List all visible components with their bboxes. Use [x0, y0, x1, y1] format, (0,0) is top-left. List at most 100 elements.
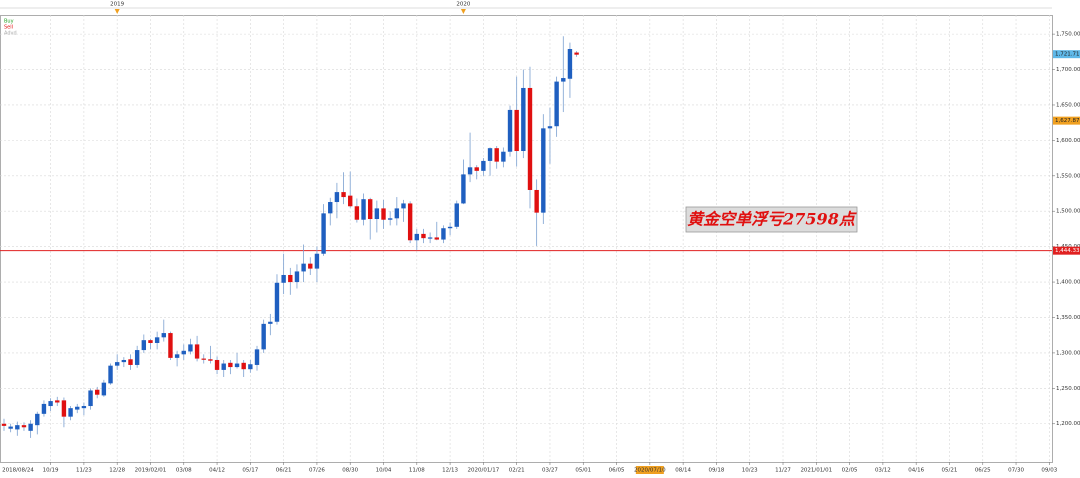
annotation-text: 黄金空单浮亏27598点 — [687, 210, 857, 229]
price-marker — [1053, 246, 1080, 255]
candle-body — [181, 350, 186, 355]
candle-body — [308, 263, 313, 269]
candle-body — [521, 87, 526, 152]
candle-body — [68, 408, 73, 417]
candle-body — [334, 192, 340, 203]
candle-body — [288, 274, 293, 283]
candle-body — [501, 151, 506, 162]
x-tick-label: 05/01 — [575, 468, 591, 474]
candle-body — [254, 349, 260, 365]
candle-body — [141, 340, 147, 351]
candle-body — [221, 363, 226, 370]
legend-label: Sell — [4, 25, 13, 31]
candle-body — [108, 365, 113, 384]
candle-body — [241, 362, 246, 370]
candle-body — [427, 237, 433, 239]
candle-body — [35, 413, 40, 426]
candle-body — [128, 359, 133, 365]
price-marker-label: 1,627.87 — [1055, 118, 1080, 124]
plot-frame — [0, 15, 1053, 463]
candle-body — [467, 167, 473, 175]
candle-body — [134, 350, 140, 365]
x-tick-label: 10/19 — [43, 468, 59, 474]
candle-body — [194, 344, 200, 359]
candle-body — [461, 174, 466, 204]
candle-body — [341, 192, 346, 198]
candle-body — [534, 189, 539, 213]
candle-body — [21, 425, 27, 428]
candle-body — [274, 282, 280, 322]
candle-body — [361, 199, 366, 220]
x-tick-label: 08/30 — [342, 468, 358, 474]
x-tick-label: 03/08 — [176, 468, 192, 474]
x-tick-label: 04/16 — [908, 468, 924, 474]
x-tick-label: 02/21 — [509, 468, 525, 474]
price-marker — [1053, 50, 1080, 59]
candle-body — [294, 271, 300, 283]
y-tick-label: 1,500.00 — [1056, 209, 1080, 215]
candle-body — [367, 199, 373, 220]
x-tick-label: 10/04 — [376, 468, 392, 474]
price-marker — [1053, 116, 1080, 125]
candle-body — [441, 228, 446, 240]
candle-body — [188, 344, 193, 352]
candle-body — [434, 237, 439, 240]
x-tick-label: 06/21 — [276, 468, 292, 474]
candle-body — [248, 364, 253, 370]
candle-body — [301, 263, 306, 272]
y-tick-label: 1,300.00 — [1056, 350, 1080, 356]
y-tick-label: 1,700.00 — [1056, 67, 1080, 73]
x-tick-label: 09/03 — [1041, 468, 1057, 474]
legend-label: Advd — [4, 31, 17, 37]
candle-body — [148, 340, 153, 343]
x-tick-label: 12/13 — [442, 468, 458, 474]
candle-body — [161, 333, 166, 338]
candle-body — [567, 49, 573, 79]
y-tick-label: 1,600.00 — [1056, 138, 1080, 144]
candle-body — [201, 358, 206, 360]
x-tick-highlight — [635, 466, 664, 474]
x-tick-label: 04/12 — [209, 468, 225, 474]
year-label: 2019 — [110, 2, 124, 8]
candle-body — [15, 425, 20, 430]
x-tick-label: 05/17 — [242, 468, 258, 474]
x-tick-label: 10/23 — [742, 468, 758, 474]
candle-body — [75, 406, 80, 410]
candle-body — [387, 218, 393, 220]
x-tick-label: 2021/01/01 — [800, 468, 832, 474]
candle-body — [114, 362, 120, 366]
legend-label: Buy — [4, 19, 14, 25]
x-tick-label: 11/08 — [409, 468, 425, 474]
candle-body — [374, 208, 380, 220]
candle-body — [354, 206, 360, 220]
candle-body — [321, 213, 326, 254]
x-tick-label: 11/23 — [76, 468, 92, 474]
candle-body — [228, 362, 233, 368]
x-tick-label: 03/12 — [875, 468, 891, 474]
x-tick-label: 06/25 — [975, 468, 991, 474]
candle-body — [348, 195, 353, 207]
candle-body — [421, 233, 426, 239]
x-tick-label: 07/26 — [309, 468, 325, 474]
x-tick-label: 2019/02/01 — [135, 468, 167, 474]
x-tick-label: 2020/07/10 — [634, 468, 666, 474]
candle-body — [95, 389, 100, 395]
candle-body — [487, 148, 493, 161]
candle-body — [314, 253, 320, 269]
candle-body — [168, 333, 173, 358]
y-tick-label: 1,400.00 — [1056, 280, 1080, 286]
candle-body — [561, 78, 566, 82]
y-tick-label: 1,200.00 — [1056, 421, 1080, 427]
candle-body — [8, 426, 13, 429]
x-tick-label: 06/05 — [609, 468, 625, 474]
candle-body — [547, 126, 553, 129]
candle-body — [61, 400, 67, 417]
x-tick-label: 07/30 — [1008, 468, 1024, 474]
x-tick-label: 11/27 — [775, 468, 791, 474]
candle-body — [507, 109, 513, 152]
candle-body — [414, 233, 420, 241]
x-tick-label: 12/28 — [109, 468, 125, 474]
candle-body — [381, 208, 386, 220]
candle-body — [514, 109, 519, 152]
